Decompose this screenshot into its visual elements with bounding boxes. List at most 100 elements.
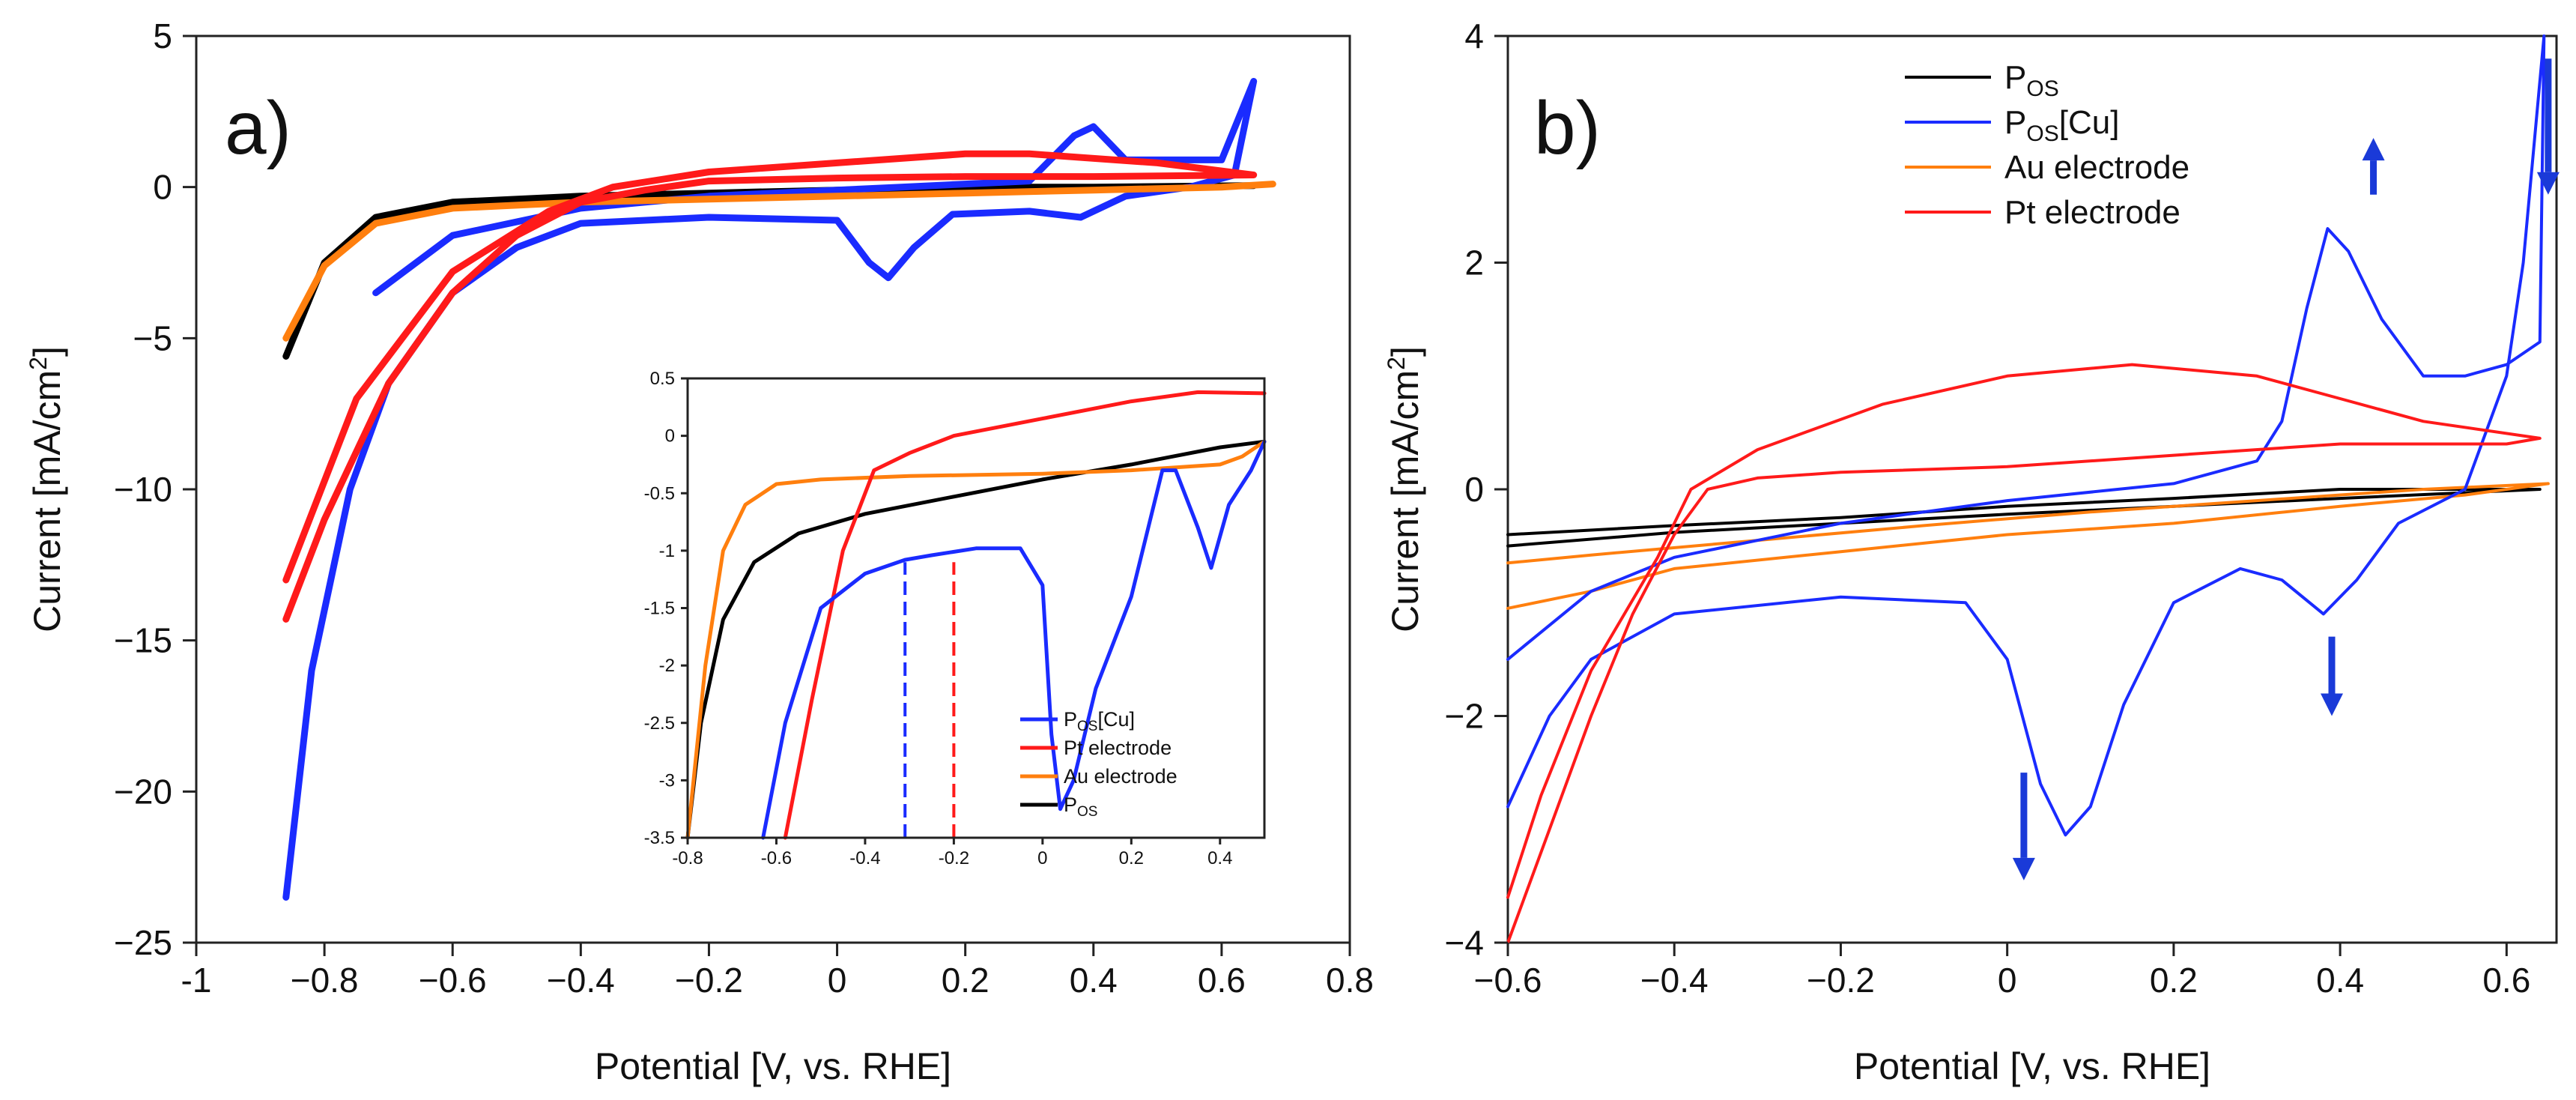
legend-label-pt: Pt electrode bbox=[2004, 194, 2180, 231]
panel-b-series-au bbox=[1506, 482, 2550, 610]
panel-b-series-pt bbox=[1506, 363, 2542, 944]
inset-legend-label-au: Au electrode bbox=[1064, 765, 1178, 788]
legend-pos-sub: OS bbox=[2026, 76, 2058, 101]
inset-y-tick-label: -2 bbox=[659, 656, 675, 676]
panel-b-y-axis-label: Current [mA/cm2] bbox=[1383, 346, 1426, 632]
inset-x-tick-label: 0.4 bbox=[1207, 848, 1232, 868]
panel-b-y-tick-label: 2 bbox=[1464, 244, 1484, 282]
panel-a-chart: -1 −0.8 −0.6 −0.4 −0.2 0 0.2 0.4 0.6 0.8 5 0 −5 −10 −1… bbox=[25, 16, 1374, 1087]
panel-b-arrows bbox=[2012, 58, 2560, 880]
panel-b-series-poscu bbox=[1506, 34, 2546, 837]
panel-b-x-axis-label: Potential [V, vs. RHE] bbox=[1854, 1045, 2210, 1087]
legend-label-pos: POS bbox=[2004, 59, 2059, 101]
panel-a-x-tick-label: −0.8 bbox=[291, 961, 359, 1000]
legend-label-poscu: POS[Cu] bbox=[2004, 104, 2119, 146]
inset-y-tick-label: 0 bbox=[665, 426, 675, 447]
inset-y-tick-label: -1 bbox=[659, 541, 675, 561]
panel-b-y-tick-label: 0 bbox=[1464, 470, 1484, 509]
inset-legend-poscu-sub: OS bbox=[1077, 719, 1097, 734]
inset-legend-label-poscu: POS[Cu] bbox=[1064, 708, 1135, 734]
panel-a-inset-chart: -0.8 -0.6 -0.4 -0.2 0 0.2 0.4 0.5 0 -0.5 -1 -1.5 -2 -… bbox=[644, 369, 1267, 868]
inset-series-au bbox=[685, 439, 1267, 840]
inset-legend-label-pos: POS bbox=[1064, 794, 1097, 820]
panel-b-chart: −0.6 −0.4 −0.2 0 0.2 0.4 0.6 4 2 0 −2 −4 b) Potenti… bbox=[1383, 16, 2560, 1087]
panel-a-ticks: -1 −0.8 −0.6 −0.4 −0.2 0 0.2 0.4 0.6 0.8 5 0 −5 −10 −1… bbox=[114, 16, 1374, 1000]
panel-b-x-tick-label: 0.4 bbox=[2316, 961, 2364, 1000]
panel-a-series-pos bbox=[282, 182, 1258, 360]
inset-legend-poscu-tail: [Cu] bbox=[1097, 708, 1135, 731]
panel-a-x-axis-label: Potential [V, vs. RHE] bbox=[595, 1045, 951, 1087]
legend-poscu-main: P bbox=[2004, 104, 2026, 141]
legend-poscu-sub: OS bbox=[2026, 121, 2058, 146]
legend-label-au: Au electrode bbox=[2004, 149, 2189, 186]
inset-y-tick-label: -3.5 bbox=[644, 828, 675, 848]
inset-y-tick-label: -1.5 bbox=[644, 599, 675, 619]
panel-b-ticks: −0.6 −0.4 −0.2 0 0.2 0.4 0.6 4 2 0 −2 −4 bbox=[1445, 16, 2531, 1000]
panel-a-y-label-sup: 2 bbox=[25, 357, 52, 370]
panel-a-x-tick-label: −0.2 bbox=[675, 961, 743, 1000]
inset-x-tick-label: -0.4 bbox=[849, 848, 880, 868]
legend-pos-main: P bbox=[2004, 59, 2026, 96]
direction-arrow-head bbox=[2536, 172, 2560, 195]
inset-series-group bbox=[685, 390, 1267, 840]
inset-legend-label-pt: Pt electrode bbox=[1064, 737, 1172, 759]
panel-a-label: a) bbox=[225, 86, 291, 170]
inset-x-tick-label: 0 bbox=[1037, 848, 1047, 868]
panel-a-y-tick-label: −10 bbox=[114, 470, 172, 509]
inset-legend: POS[Cu] Pt electrode Au electrode POS bbox=[1020, 708, 1178, 820]
inset-legend-pos-sub: OS bbox=[1077, 804, 1097, 820]
panel-a-y-tick-label: −20 bbox=[114, 772, 172, 811]
panel-b-x-tick-label: −0.6 bbox=[1474, 961, 1542, 1000]
panel-b-series-group bbox=[1506, 34, 2550, 944]
panel-a-x-tick-label: 0.4 bbox=[1070, 961, 1118, 1000]
panel-b-x-tick-label: 0 bbox=[1998, 961, 2017, 1000]
inset-series-pos bbox=[685, 439, 1267, 840]
panel-a-series-pt bbox=[282, 150, 1258, 623]
panel-a-y-tick-label: 5 bbox=[153, 16, 172, 55]
panel-b-y-label-sup: 2 bbox=[1383, 357, 1410, 370]
inset-ticks: -0.8 -0.6 -0.4 -0.2 0 0.2 0.4 0.5 0 -0.5 -1 -1.5 -2 -… bbox=[644, 369, 1233, 868]
panel-a-x-tick-label: 0.2 bbox=[942, 961, 990, 1000]
panel-b-x-tick-label: −0.4 bbox=[1640, 961, 1709, 1000]
panel-b-y-tick-label: −2 bbox=[1445, 697, 1484, 736]
legend-poscu-tail: [Cu] bbox=[2059, 104, 2120, 141]
direction-arrow-head bbox=[2012, 857, 2035, 880]
inset-legend-poscu-main: P bbox=[1064, 708, 1077, 731]
panel-b-legend: POS POS[Cu] Au electrode Pt electrode bbox=[1905, 59, 2189, 231]
inset-y-tick-label: 0.5 bbox=[650, 369, 675, 389]
inset-x-tick-label: 0.2 bbox=[1119, 848, 1144, 868]
panel-a-y-label-end: ] bbox=[26, 346, 68, 357]
panel-b-x-tick-label: 0.6 bbox=[2482, 961, 2530, 1000]
panel-a-y-tick-label: −25 bbox=[114, 923, 172, 962]
direction-arrow-head bbox=[2321, 693, 2343, 716]
inset-x-tick-label: -0.2 bbox=[939, 848, 969, 868]
panel-a-series-poscu bbox=[282, 78, 1258, 901]
inset-series-poscu bbox=[761, 439, 1267, 840]
panel-b-label: b) bbox=[1534, 86, 1601, 170]
panel-b-y-label-main: Current [mA/cm bbox=[1384, 370, 1426, 632]
panel-a-x-tick-label: 0.6 bbox=[1198, 961, 1246, 1000]
inset-legend-pos-main: P bbox=[1064, 794, 1077, 816]
panel-b-x-tick-label: −0.2 bbox=[1807, 961, 1875, 1000]
panel-a-x-tick-label: 0 bbox=[828, 961, 847, 1000]
panel-b-y-tick-label: −4 bbox=[1445, 923, 1484, 962]
panel-a-y-tick-label: −15 bbox=[114, 621, 172, 660]
panel-a-series-au bbox=[282, 181, 1276, 342]
panel-b-x-tick-label: 0.2 bbox=[2150, 961, 2198, 1000]
inset-y-tick-label: -0.5 bbox=[644, 483, 675, 504]
inset-x-tick-label: -0.8 bbox=[672, 848, 703, 868]
direction-arrow-head bbox=[2362, 138, 2385, 161]
panel-a-y-tick-label: −5 bbox=[133, 318, 172, 357]
inset-series-pt bbox=[783, 390, 1267, 840]
panel-a-x-tick-label: −0.6 bbox=[419, 961, 487, 1000]
panel-a-series-group bbox=[282, 78, 1276, 901]
panel-a-x-tick-label: 0.8 bbox=[1326, 961, 1374, 1000]
panel-a-x-tick-label: −0.4 bbox=[547, 961, 615, 1000]
panel-b-y-label-end: ] bbox=[1384, 346, 1426, 357]
panel-a-y-label-main: Current [mA/cm bbox=[26, 370, 68, 632]
inset-x-tick-label: -0.6 bbox=[761, 848, 792, 868]
panel-a-y-axis-label: Current [mA/cm2] bbox=[25, 346, 68, 632]
panel-a-y-tick-label: 0 bbox=[153, 168, 172, 207]
panel-b-y-tick-label: 4 bbox=[1464, 16, 1484, 55]
